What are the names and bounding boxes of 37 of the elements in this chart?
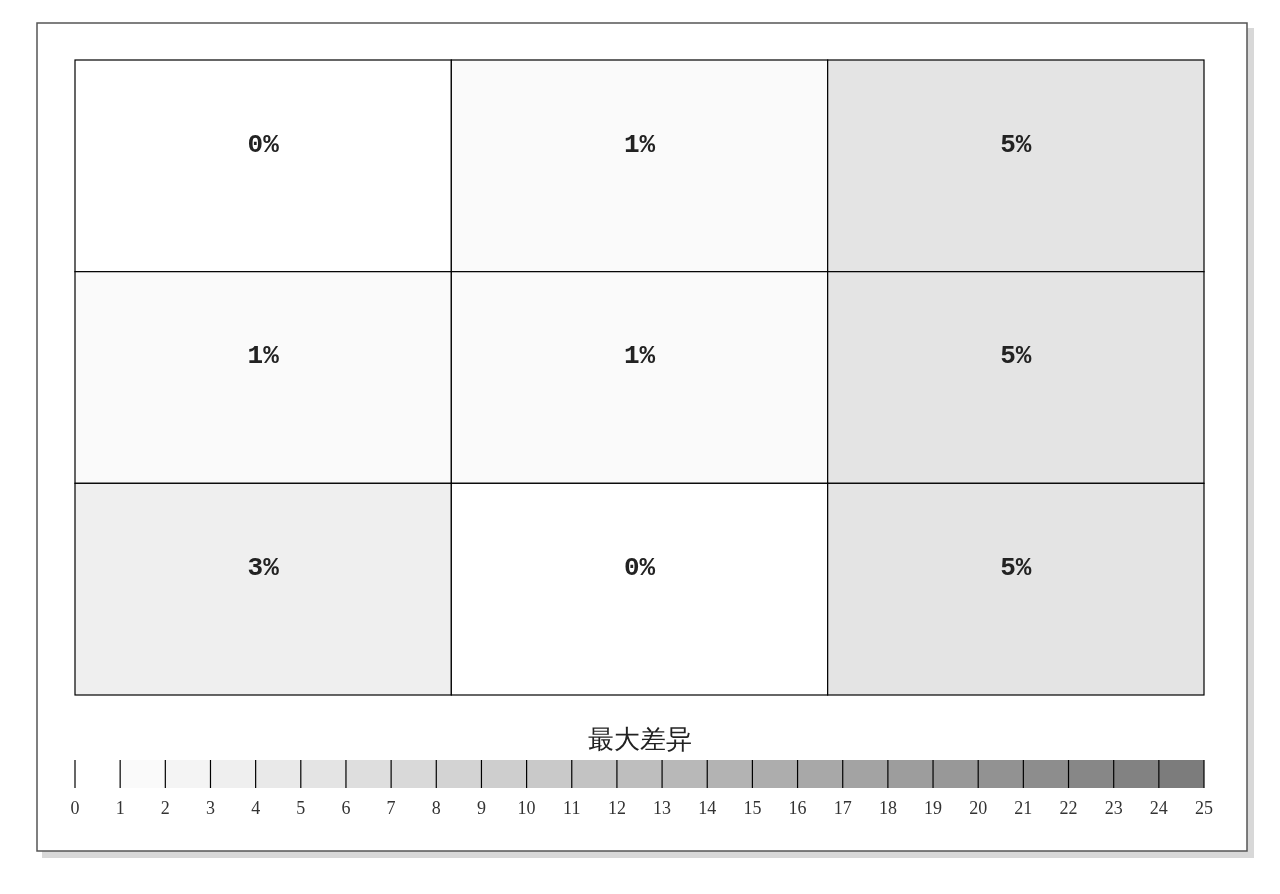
color-bar-label: 4 xyxy=(251,798,261,818)
color-bar-title: 最大差异 xyxy=(587,724,692,754)
color-bar-label: 6 xyxy=(341,798,351,818)
color-bar-label: 3 xyxy=(205,798,215,818)
data-label: 3% xyxy=(247,552,280,583)
data-label: 1% xyxy=(623,129,656,160)
color-bar-label: 20 xyxy=(969,798,988,818)
data-label: 5% xyxy=(1000,552,1032,583)
color-bar-label: 13 xyxy=(653,798,672,818)
color-bar-label: 8 xyxy=(431,798,441,818)
color-bar-label: 11 xyxy=(563,798,581,818)
color-bar-label: 7 xyxy=(386,798,396,818)
color-bar-label: 18 xyxy=(878,798,897,818)
color-bar-label: 12 xyxy=(607,798,626,818)
color-bar-label: 14 xyxy=(698,798,717,818)
color-bar-label: 23 xyxy=(1104,798,1123,818)
color-bar-label: 1 xyxy=(115,798,125,818)
data-label: 0% xyxy=(623,552,656,583)
data-label: 1% xyxy=(247,341,280,372)
color-bar-label: 17 xyxy=(833,798,852,818)
color-bar-label: 22 xyxy=(1059,798,1078,818)
color-bar-label: 25 xyxy=(1195,798,1213,818)
data-label: 0% xyxy=(247,129,280,160)
data-label: 5% xyxy=(1000,129,1032,160)
data-label: 5% xyxy=(1000,341,1032,372)
color-bar-label: 10 xyxy=(517,798,536,818)
color-bar-label: 16 xyxy=(788,798,807,818)
color-bar-label: 24 xyxy=(1149,798,1168,818)
colorbar: 0 1 2 3 4 5 6 7 8 9 10 11 12 13 14 15 16 17 18 19 20 21 22 23 24 25 xyxy=(70,759,1213,818)
data-label: 1% xyxy=(623,341,656,372)
color-bar-label: 2 xyxy=(160,798,170,818)
color-bar-label: 21 xyxy=(1014,798,1033,818)
color-bar-label: 15 xyxy=(743,798,762,818)
color-bar-label: 9 xyxy=(476,798,486,818)
color-bar-label: 19 xyxy=(924,798,943,818)
color-bar-label: 5 xyxy=(296,798,306,818)
color-bar-label: 0 xyxy=(70,798,80,818)
